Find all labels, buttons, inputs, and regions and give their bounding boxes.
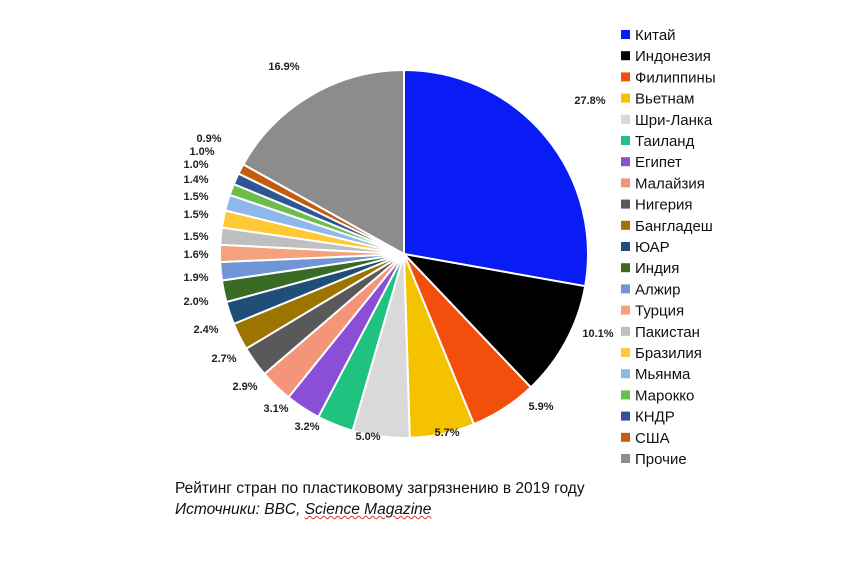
slice-value-label: 2.9%	[232, 381, 257, 393]
legend-swatch	[621, 51, 630, 61]
legend-swatch	[621, 136, 630, 145]
legend-entry: Индия	[635, 260, 679, 277]
legend-entry: Марокко	[635, 387, 694, 404]
chart-title: Рейтинг стран по пластиковому загрязнени…	[175, 480, 585, 497]
legend: Китай Индонезия Филиппины Вьетнам Шри-Ланка Т…	[621, 27, 716, 468]
slice-value-label: 1.6%	[183, 249, 208, 261]
legend-entry: Алжир	[635, 281, 681, 298]
legend-entry: Прочие	[635, 451, 687, 468]
legend-entry: Турция	[635, 303, 684, 320]
slice-value-label: 1.5%	[183, 191, 208, 203]
legend-entry: Пакистан	[635, 324, 700, 341]
pie-slice	[401, 252, 587, 389]
legend-swatch	[621, 220, 630, 230]
slice-value-label: 1.5%	[183, 231, 208, 243]
chart-caption: Рейтинг стран по пластиковому загрязнени…	[175, 478, 585, 520]
slice-value-label: 2.7%	[211, 353, 236, 365]
slice-value-label: 10.1%	[582, 328, 613, 340]
legend-entry: Египет	[635, 154, 682, 171]
source-label: Источники:	[175, 501, 260, 518]
legend-swatch	[621, 93, 630, 103]
slice-value-label: 27.8%	[574, 95, 605, 107]
pie-slices	[219, 68, 589, 439]
legend-swatch	[621, 72, 630, 82]
legend-entry: Малайзия	[635, 175, 705, 192]
legend-swatch	[621, 157, 630, 167]
legend-entry: Шри-Ланка	[635, 112, 713, 129]
slice-value-label: 2.4%	[193, 324, 218, 336]
slice-value-label: 2.0%	[183, 296, 208, 308]
legend-swatch	[621, 242, 630, 251]
slice-value-label: 16.9%	[268, 61, 299, 73]
legend-swatch	[621, 284, 630, 294]
slice-value-label: 1.5%	[183, 209, 208, 221]
legend-entry: ЮАР	[635, 239, 670, 256]
legend-swatch	[621, 114, 630, 124]
legend-swatch	[621, 305, 630, 315]
legend-entry: Индонезия	[635, 48, 711, 65]
legend-swatch	[621, 263, 630, 273]
slice-value-label: 1.4%	[183, 174, 208, 186]
legend-entry: Филиппины	[635, 69, 716, 86]
legend-entry: Китай	[635, 27, 676, 44]
source-rest: BBC,	[264, 501, 305, 518]
pie-slice	[241, 68, 405, 256]
legend-entry: Мьянма	[635, 366, 691, 383]
chart-source: Источники: BBC, Science Magazine	[175, 499, 585, 520]
legend-entry: Нигерия	[635, 197, 693, 214]
legend-swatch	[621, 199, 630, 209]
legend-swatch	[621, 348, 630, 357]
slice-labels: 27.8% 10.1% 5.9% 5.7% 5.0% 3.2% 3.1% 2.9% 2.7% 2.…	[183, 61, 613, 443]
slice-value-label: 3.1%	[263, 403, 288, 415]
slice-value-label: 1.0%	[183, 159, 208, 171]
pie-slice	[403, 68, 589, 288]
source-underlined: Science Magazine	[304, 501, 432, 518]
slice-value-label: 5.7%	[434, 427, 459, 439]
slice-value-label: 1.0%	[189, 146, 214, 158]
slice-value-label: 1.9%	[183, 272, 208, 284]
legend-swatch	[621, 326, 630, 336]
slice-value-label: 5.0%	[355, 431, 380, 443]
legend-swatch	[621, 390, 630, 400]
legend-swatch	[621, 411, 630, 421]
legend-swatch	[621, 432, 630, 442]
slice-value-label: 3.2%	[294, 421, 319, 433]
legend-entry: США	[635, 430, 670, 447]
slice-value-label: 5.9%	[528, 401, 553, 413]
legend-entry: Таиланд	[635, 133, 695, 150]
legend-entry: Вьетнам	[635, 91, 694, 108]
legend-entry: Бангладеш	[635, 218, 713, 235]
legend-swatch	[621, 369, 630, 379]
legend-swatch	[621, 178, 630, 188]
legend-entry: Бразилия	[635, 345, 702, 362]
legend-swatch	[621, 30, 630, 39]
legend-entry: КНДР	[635, 409, 675, 426]
slice-value-label: 0.9%	[196, 133, 221, 145]
legend-swatch	[621, 454, 630, 463]
